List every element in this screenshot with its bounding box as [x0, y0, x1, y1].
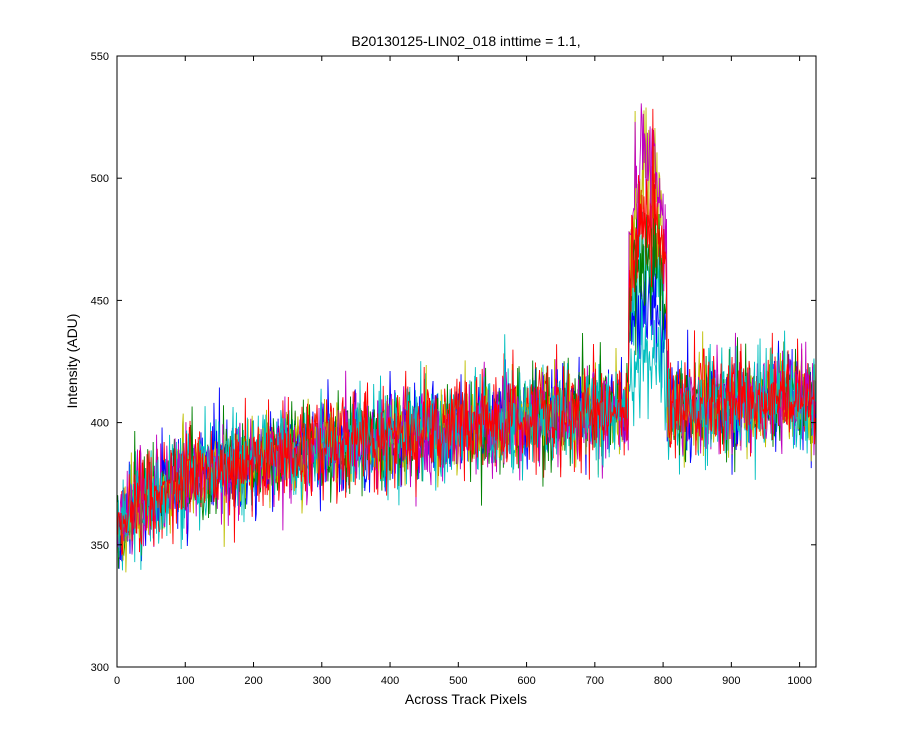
y-tick-label: 400	[91, 418, 109, 430]
axes-background	[117, 56, 816, 667]
x-tick-label: 1000	[787, 675, 811, 687]
y-axis-label: Intensity (ADU)	[64, 314, 80, 409]
x-tick-label: 600	[517, 675, 535, 687]
axes-frame	[116, 55, 817, 668]
x-tick-label: 800	[654, 675, 672, 687]
series-layer	[116, 103, 816, 573]
x-tick-label: 100	[176, 675, 194, 687]
x-tick-label: 400	[381, 675, 399, 687]
y-tick-label: 550	[91, 51, 109, 63]
x-tick-label: 200	[244, 675, 262, 687]
plot-area	[116, 55, 817, 668]
y-tick-label: 450	[91, 295, 109, 307]
y-tick-label: 300	[91, 662, 109, 674]
x-tick-label: 900	[722, 675, 740, 687]
series-line-8	[116, 108, 816, 556]
y-tick-label: 350	[91, 540, 109, 552]
x-axis-label: Across Track Pixels	[405, 691, 527, 707]
x-tick-label: 0	[114, 675, 120, 687]
x-tick-label: 300	[313, 675, 331, 687]
x-tick-label: 700	[586, 675, 604, 687]
chart-title: B20130125-LIN02_018 inttime = 1.1,	[351, 33, 580, 49]
y-tick-label: 500	[91, 173, 109, 185]
tick-layer: 0 100 200 300 400 500 600 700 800 900 1000 300 350 40…	[91, 51, 816, 687]
x-tick-label: 500	[449, 675, 467, 687]
